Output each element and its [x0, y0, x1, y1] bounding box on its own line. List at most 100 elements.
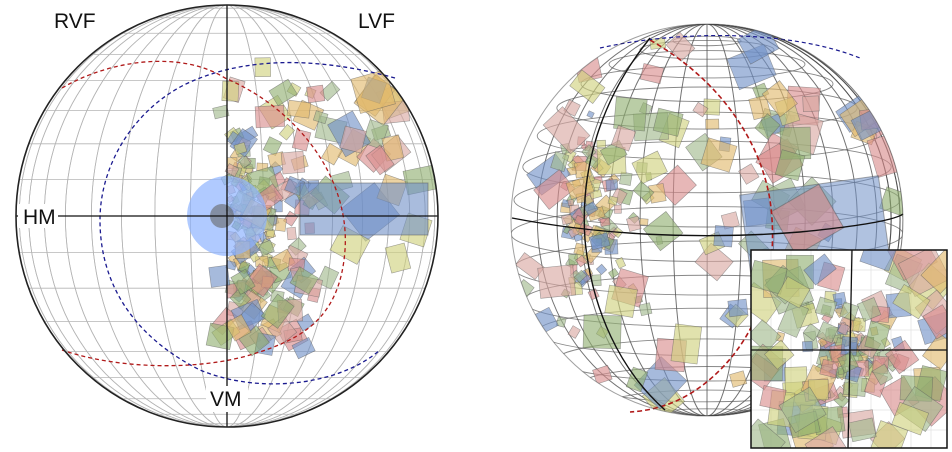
receptive-field-patch — [262, 136, 283, 157]
sphere-patch — [567, 325, 581, 339]
hm-label-bg — [18, 204, 58, 228]
sphere-patch — [567, 198, 575, 207]
inset-patch — [856, 297, 882, 322]
sphere-patch — [649, 37, 667, 50]
sphere-outline — [510, 23, 904, 417]
sphere-patch — [588, 232, 611, 251]
lvf-label: LVF — [358, 10, 395, 33]
sphere-patch — [738, 163, 760, 185]
sphere-red-boundary — [629, 39, 774, 413]
inset-frame — [750, 249, 948, 449]
flat-map-panel: RVF LVF HM VM — [15, 4, 439, 428]
red-boundary — [61, 60, 346, 367]
inset-panel — [750, 249, 948, 449]
receptive-field-patch — [275, 217, 287, 232]
inset-patch — [819, 358, 840, 379]
inset-patch — [804, 426, 847, 448]
vm-label-bg — [206, 386, 248, 412]
sphere-patch — [604, 284, 638, 318]
sphere-patch — [596, 139, 607, 148]
receptive-field-patch — [312, 110, 329, 125]
sphere-patch — [583, 200, 599, 216]
receptive-field-patch — [221, 80, 240, 102]
receptive-field-patch — [254, 57, 271, 78]
large-blue-field — [299, 182, 429, 236]
sphere-patch — [632, 180, 655, 203]
sphere-patch — [700, 137, 738, 173]
receptive-field-patch — [289, 266, 319, 295]
sphere-patch — [608, 267, 620, 279]
sphere-patch — [599, 217, 611, 227]
sphere-patches — [514, 24, 903, 416]
receptive-field-patch — [260, 293, 295, 329]
sphere-patch — [573, 214, 585, 226]
receptive-field-patch — [350, 69, 396, 114]
inset-patch — [802, 340, 814, 353]
sphere-patch — [533, 169, 576, 210]
receptive-field-patch — [257, 239, 275, 257]
receptive-field-patch — [291, 336, 316, 360]
receptive-field-patch — [244, 263, 279, 298]
vm-label: VM — [210, 388, 242, 411]
receptive-field-patch — [270, 248, 296, 273]
receptive-field-patch — [320, 142, 343, 166]
inset-patch — [892, 283, 931, 320]
inset-patch — [852, 317, 866, 332]
inset-patch — [803, 253, 837, 286]
flat-map-outline — [15, 4, 439, 428]
inset-patch — [920, 250, 947, 295]
sphere-patch — [555, 316, 567, 328]
receptive-field-patch — [224, 314, 252, 342]
sphere-meridian — [706, 24, 742, 416]
receptive-field-patch — [212, 104, 230, 120]
inset-patch — [816, 321, 839, 344]
sphere-parallel — [639, 408, 775, 416]
sphere-patch — [761, 80, 798, 118]
sphere-patch — [692, 101, 709, 118]
receptive-field-patch — [384, 242, 412, 274]
sphere-patch — [561, 214, 573, 226]
sphere-patch — [879, 186, 903, 218]
sphere-vertical-meridian — [583, 37, 666, 411]
sphere-patch — [670, 323, 703, 365]
sphere-patch — [613, 204, 622, 214]
sphere-patch — [607, 195, 619, 206]
sphere-patch — [638, 302, 653, 317]
sphere-patch — [748, 94, 772, 121]
sphere-patch — [643, 210, 684, 252]
receptive-field-patch — [316, 265, 340, 290]
sphere-patch — [595, 263, 608, 276]
sphere-patch — [575, 254, 588, 268]
inset-patch — [866, 420, 909, 448]
receptive-field-patch — [254, 104, 286, 129]
receptive-field-patch — [306, 84, 326, 104]
sphere-patch — [774, 149, 806, 182]
sphere-parallel — [673, 422, 741, 432]
receptive-field-patch — [278, 123, 296, 141]
sphere-patch — [729, 370, 748, 388]
sphere-horizontal-meridian — [511, 213, 904, 237]
sphere-patch — [592, 364, 613, 385]
sphere-patch — [610, 124, 637, 152]
inset-patch — [837, 322, 851, 336]
rvf-label: RVF — [54, 10, 96, 33]
receptive-field-patch — [268, 78, 298, 107]
sphere-patch — [567, 226, 580, 239]
inset-patch — [872, 363, 894, 386]
sphere-patch — [639, 218, 649, 226]
sphere-patch — [639, 63, 665, 85]
sphere-patch — [802, 95, 820, 112]
sphere-patch — [542, 106, 591, 155]
sphere-patch — [569, 69, 606, 104]
sphere-patch — [626, 215, 642, 232]
inset-patch — [759, 385, 787, 411]
sphere-parallel — [608, 50, 806, 79]
sphere-patch — [619, 171, 633, 186]
inset-patch — [814, 296, 838, 319]
inset-vertical-axis — [847, 249, 853, 449]
hm-label: HM — [23, 206, 56, 229]
inset-patch — [776, 276, 811, 309]
sphere-patch — [754, 113, 781, 140]
inset-patch — [864, 320, 891, 352]
inset-patch — [837, 351, 859, 374]
